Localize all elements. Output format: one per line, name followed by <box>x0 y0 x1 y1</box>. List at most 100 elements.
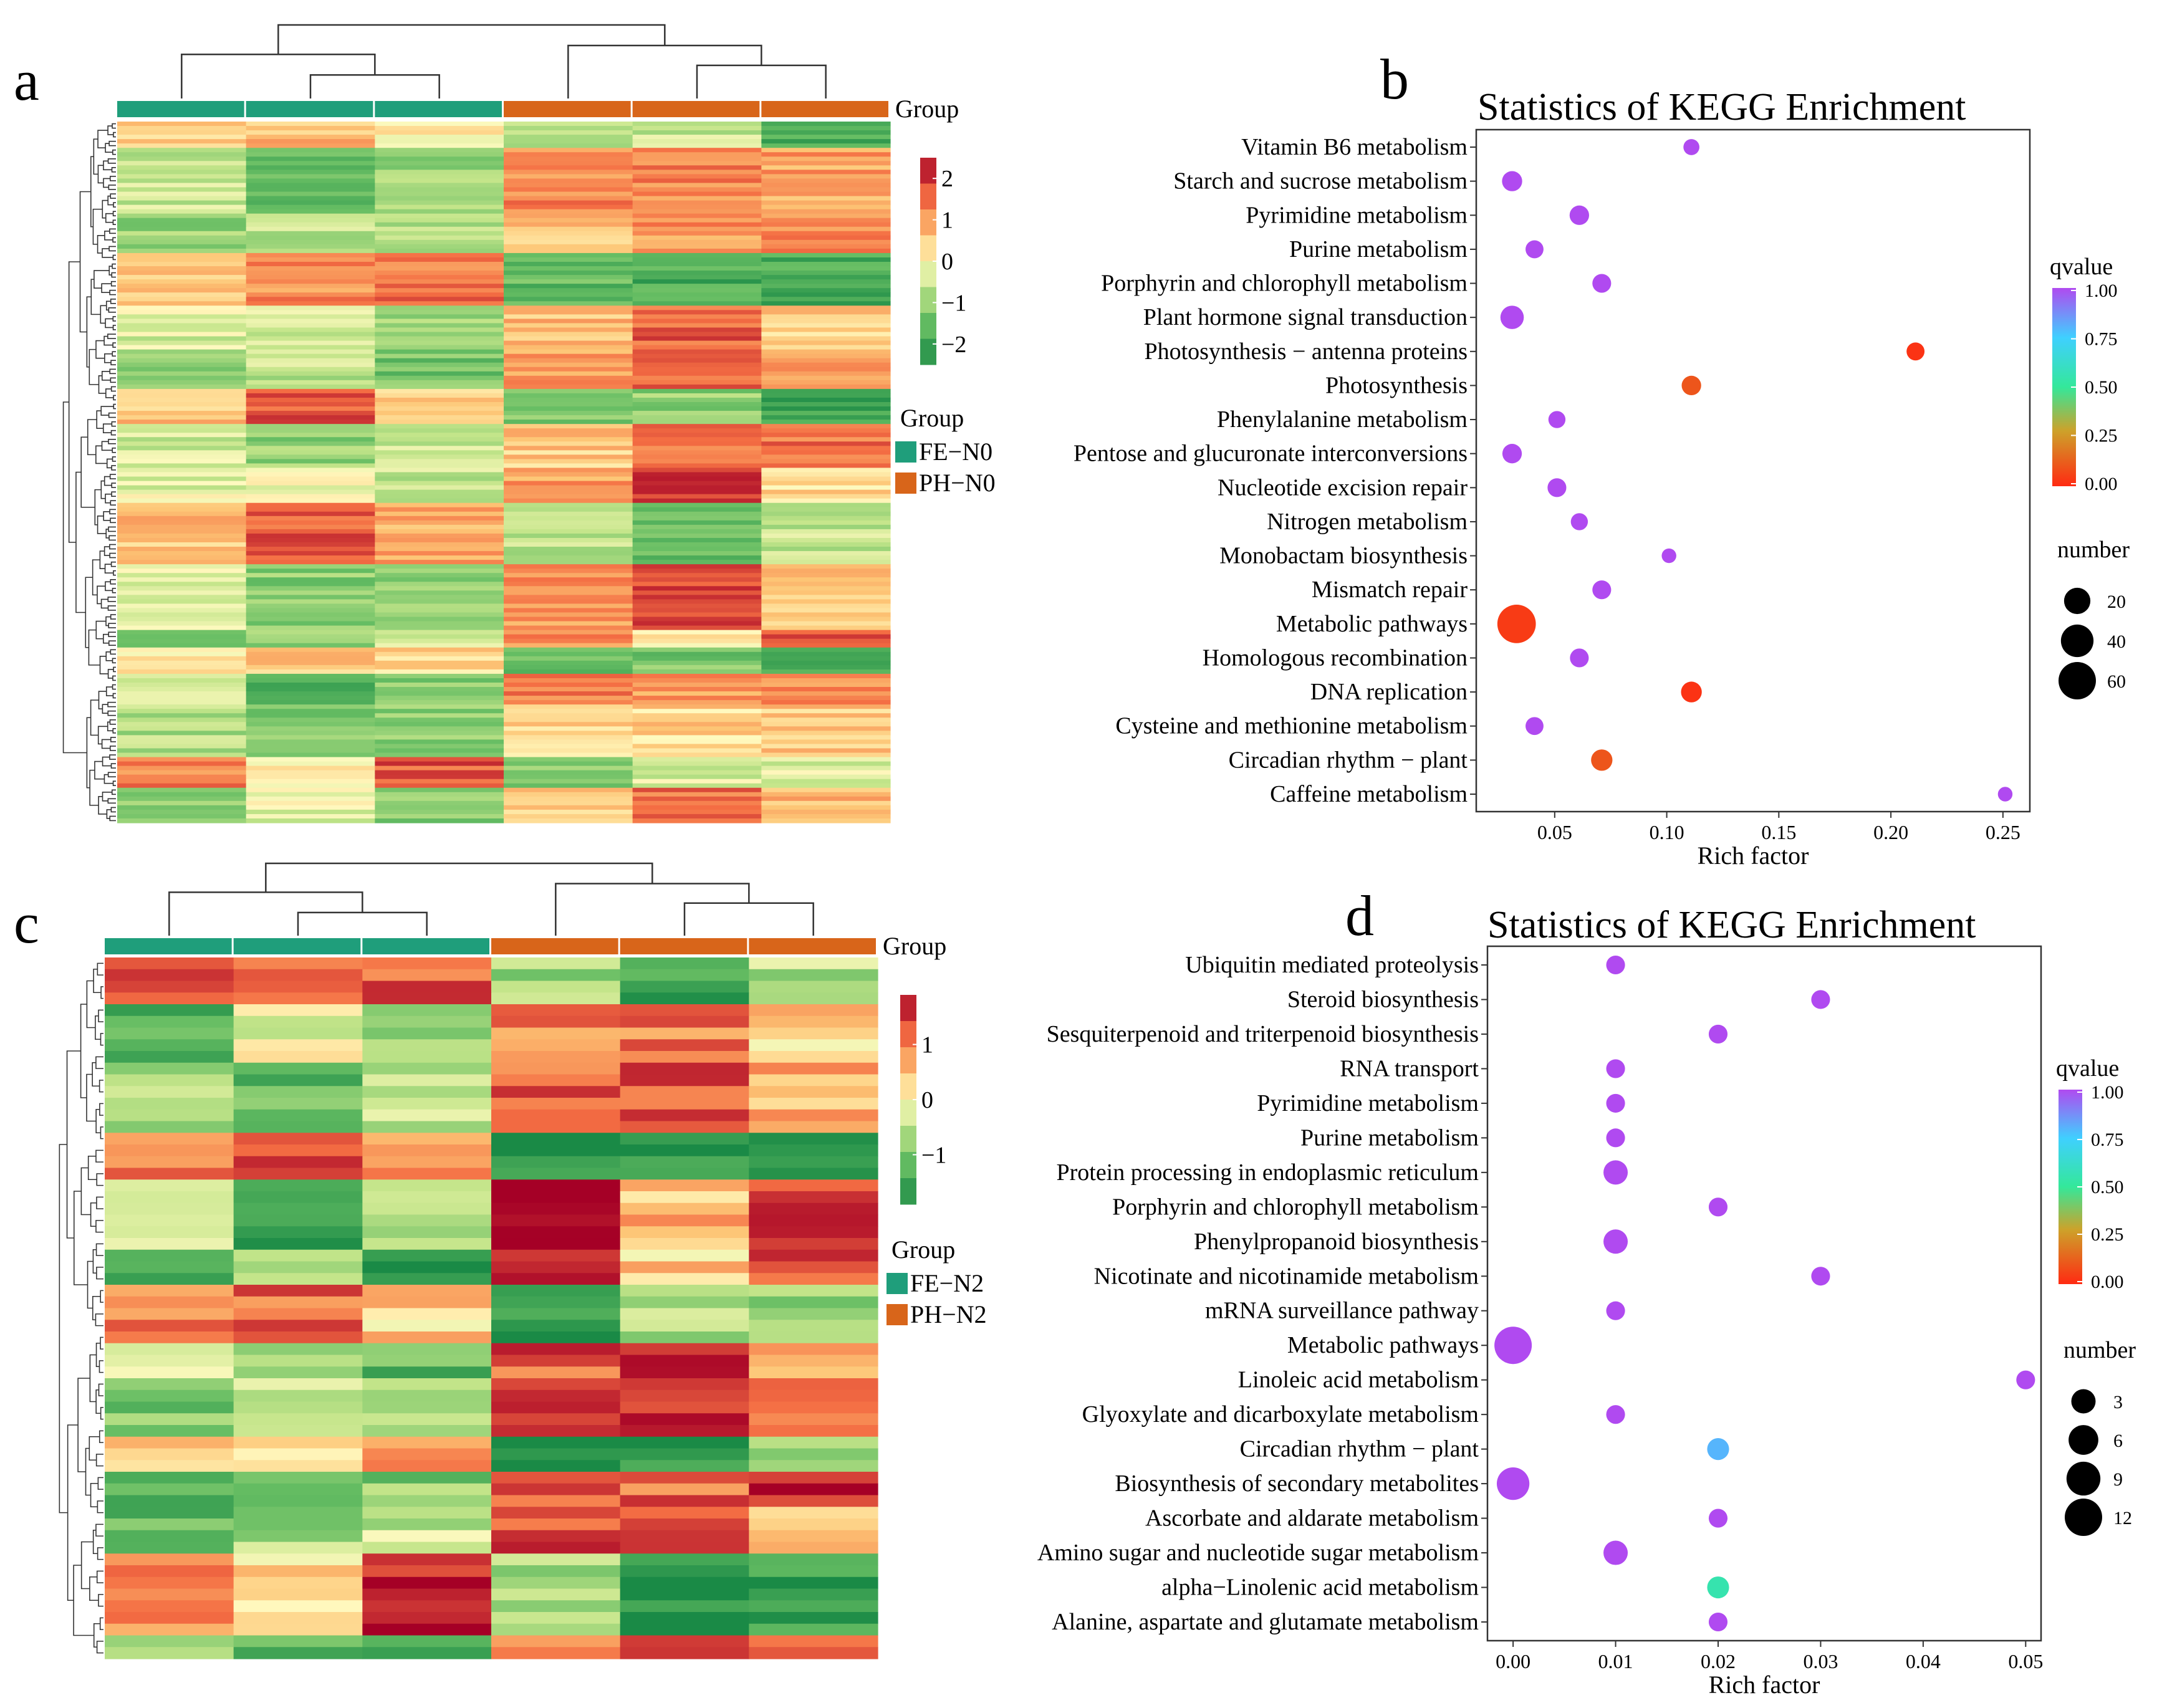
heatmap-cell <box>375 634 504 640</box>
dendrogram-link <box>297 911 428 936</box>
group-legend-label: FE−N0 <box>919 438 992 466</box>
heatmap-cell <box>117 135 247 140</box>
heatmap-cell <box>246 349 375 355</box>
heatmap-cell <box>761 813 891 819</box>
heatmap-cell <box>117 739 247 745</box>
heatmap-cell <box>362 1179 492 1192</box>
heatmap-cell <box>504 485 633 491</box>
x-tick-label: 0.20 <box>1873 821 1908 843</box>
heatmap-cell <box>362 1051 492 1063</box>
heatmap-cell <box>491 1086 621 1098</box>
heatmap-cell <box>375 691 504 696</box>
heatmap-cell <box>632 529 762 534</box>
heatmap-cell <box>117 717 247 722</box>
heatmap-cell <box>632 200 762 206</box>
data-point <box>1502 171 1522 191</box>
heatmap-cell <box>620 1179 749 1192</box>
x-axis-title: Rich factor <box>1698 842 1809 870</box>
heatmap-cell <box>761 516 891 521</box>
heatmap-cell <box>504 524 633 530</box>
heatmap-cell <box>375 468 504 473</box>
heatmap-cell <box>105 1144 234 1157</box>
heatmap-cell <box>362 1168 492 1180</box>
heatmap-cell <box>246 560 375 565</box>
heatmap-cell <box>375 542 504 547</box>
heatmap-cell <box>375 489 504 495</box>
heatmap-cell <box>233 1202 363 1216</box>
heatmap-cell <box>491 1343 621 1356</box>
dendrogram-link <box>89 1576 98 1601</box>
heatmap-cell <box>362 1530 492 1543</box>
dendrogram-link <box>112 211 116 216</box>
heatmap-cell <box>375 664 504 670</box>
heatmap-cell <box>761 257 891 262</box>
heatmap-cell <box>117 384 247 390</box>
heatmap-cell <box>504 459 633 464</box>
dendrogram-link <box>85 577 93 648</box>
heatmap-cell <box>632 161 762 166</box>
heatmap-cell <box>246 415 375 420</box>
dendrogram-link <box>68 261 80 543</box>
heatmap-cell <box>375 323 504 329</box>
heatmap-cell <box>375 340 504 346</box>
heatmap-cell <box>117 761 247 767</box>
heatmap-cell <box>246 529 375 534</box>
heatmap-cell <box>761 332 891 337</box>
heatmap-cell <box>632 603 762 609</box>
x-tick-label: 0.03 <box>1803 1650 1838 1672</box>
dendrogram-link <box>111 272 116 278</box>
heatmap-cell <box>246 507 375 512</box>
data-point <box>1708 1509 1728 1528</box>
heatmap-cell <box>246 669 375 674</box>
heatmap-cell <box>233 1518 363 1531</box>
heatmap-cell <box>246 262 375 267</box>
heatmap-cell <box>375 595 504 600</box>
heatmap-cell <box>105 1133 234 1145</box>
heatmap-cell <box>375 437 504 442</box>
heatmap-cell <box>632 393 762 398</box>
heatmap-cell <box>375 187 504 193</box>
dendrogram-link <box>97 165 103 184</box>
heatmap-cell <box>117 813 247 819</box>
heatmap-cell <box>761 143 891 148</box>
heatmap-cell <box>105 1542 234 1554</box>
heatmap-cell <box>749 1448 878 1461</box>
heatmap-cell <box>632 288 762 293</box>
heatmap-cell <box>632 244 762 249</box>
category-label: Metabolic pathways <box>1276 611 1468 637</box>
heatmap-cell <box>761 625 891 631</box>
heatmap-cell <box>632 621 762 626</box>
heatmap-cell <box>632 297 762 302</box>
heatmap-cell <box>749 1249 878 1262</box>
heatmap-cell <box>620 992 749 1005</box>
dendrogram-link <box>89 1354 97 1403</box>
dendrogram-link <box>110 429 116 436</box>
dendrogram-link <box>109 719 116 725</box>
heatmap-cell <box>233 1460 363 1472</box>
heatmap-cell <box>246 555 375 560</box>
heatmap-cell <box>375 551 504 556</box>
heatmap-cell <box>632 231 762 236</box>
heatmap-cell <box>246 722 375 727</box>
heatmap-cell <box>375 617 504 622</box>
heatmap-cell <box>632 454 762 460</box>
dendrogram-link <box>113 395 116 401</box>
dendrogram-link <box>107 701 116 708</box>
dendrogram-link <box>110 614 116 620</box>
heatmap-cell <box>375 288 504 293</box>
heatmap-cell <box>233 969 363 982</box>
heatmap-cell <box>632 463 762 469</box>
dendrogram-link <box>95 1015 101 1040</box>
heatmap-cell <box>117 560 247 565</box>
heatmap-cell <box>246 818 375 823</box>
heatmap-cell <box>117 402 247 407</box>
dendrogram-link <box>112 219 116 226</box>
heatmap-cell <box>246 498 375 504</box>
heatmap-cell <box>504 297 633 302</box>
category-label: Photosynthesis <box>1325 372 1468 398</box>
dendrogram-link <box>265 862 653 893</box>
dendrogram-link <box>96 1641 103 1654</box>
data-point <box>1606 1405 1625 1424</box>
heatmap-cell <box>632 178 762 184</box>
